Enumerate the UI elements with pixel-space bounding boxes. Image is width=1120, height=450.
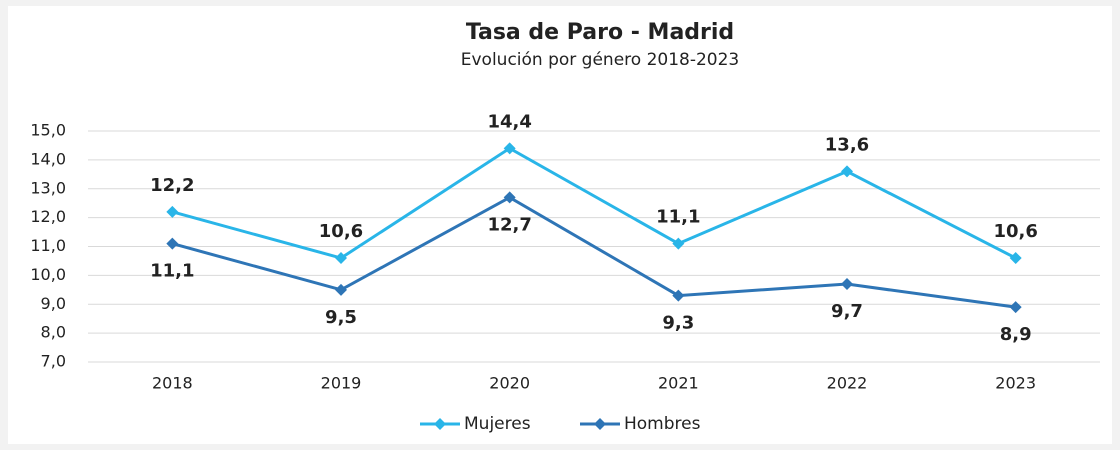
chart-subtitle: Evolución por género 2018-2023 bbox=[461, 50, 740, 70]
x-tick-label: 2020 bbox=[489, 374, 530, 393]
data-point bbox=[503, 142, 516, 155]
legend-label: Mujeres bbox=[464, 414, 531, 434]
series-line bbox=[171, 146, 1017, 260]
data-label: 11,1 bbox=[656, 207, 700, 228]
data-label: 11,1 bbox=[150, 261, 194, 282]
y-tick-label: 13,0 bbox=[30, 178, 66, 197]
data-label: 8,9 bbox=[1000, 324, 1032, 345]
x-tick-label: 2023 bbox=[995, 374, 1036, 393]
data-label: 10,6 bbox=[319, 221, 363, 242]
data-label: 12,7 bbox=[487, 214, 531, 235]
x-tick-label: 2018 bbox=[152, 374, 193, 393]
x-tick-label: 2021 bbox=[658, 374, 699, 393]
data-point bbox=[672, 237, 685, 250]
y-tick-label: 11,0 bbox=[30, 236, 66, 255]
y-tick-label: 15,0 bbox=[30, 121, 66, 140]
data-label: 13,6 bbox=[825, 134, 869, 155]
y-tick-label: 9,0 bbox=[41, 294, 66, 313]
y-tick-label: 7,0 bbox=[41, 352, 66, 371]
chart-title: Tasa de Paro - Madrid bbox=[466, 20, 734, 45]
data-point bbox=[1009, 252, 1022, 265]
data-point bbox=[1009, 301, 1022, 314]
data-label: 9,5 bbox=[325, 307, 357, 328]
y-tick-label: 12,0 bbox=[30, 207, 66, 226]
x-tick-label: 2022 bbox=[827, 374, 868, 393]
x-tick-label: 2019 bbox=[321, 374, 362, 393]
data-point bbox=[335, 283, 347, 296]
data-point bbox=[335, 252, 347, 265]
data-label: 9,3 bbox=[662, 313, 694, 334]
data-point bbox=[841, 165, 853, 178]
legend-marker bbox=[594, 418, 606, 430]
legend-label: Hombres bbox=[624, 414, 701, 434]
data-point bbox=[503, 191, 516, 204]
legend-marker bbox=[434, 418, 446, 430]
y-tick-label: 10,0 bbox=[30, 265, 66, 284]
data-point bbox=[166, 205, 179, 218]
data-label: 14,4 bbox=[487, 111, 531, 132]
data-point bbox=[672, 289, 685, 302]
series-line bbox=[171, 195, 1016, 309]
data-label: 10,6 bbox=[993, 221, 1037, 242]
data-label: 9,7 bbox=[831, 301, 863, 322]
data-point bbox=[166, 237, 179, 250]
data-label: 12,2 bbox=[150, 175, 194, 196]
y-tick-label: 8,0 bbox=[41, 323, 66, 342]
y-tick-label: 14,0 bbox=[30, 149, 66, 168]
data-point bbox=[841, 278, 853, 291]
